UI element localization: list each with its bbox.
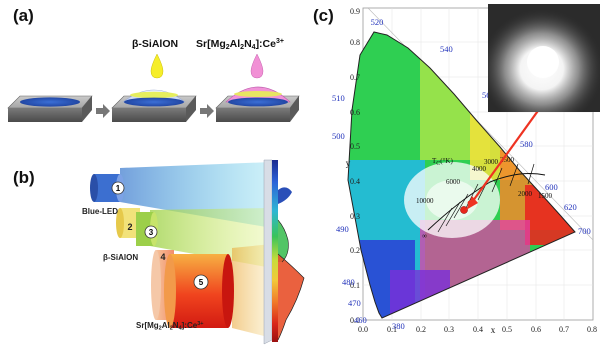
substrate-2 <box>111 89 197 122</box>
sialon-cylinder-2 <box>120 208 140 238</box>
svg-text:0.3: 0.3 <box>350 212 360 221</box>
yellow-drop <box>150 53 164 79</box>
svg-text:5: 5 <box>199 278 204 287</box>
svg-text:2000: 2000 <box>518 190 533 198</box>
svg-text:0.0: 0.0 <box>350 316 360 325</box>
svg-text:510: 510 <box>332 93 345 103</box>
svg-text:∞: ∞ <box>422 232 427 240</box>
substrate-3 <box>215 86 300 122</box>
svg-text:0.3: 0.3 <box>444 325 454 334</box>
blue-emission-peak <box>278 187 292 204</box>
svg-text:500: 500 <box>332 131 345 141</box>
substrate-1 <box>7 95 93 122</box>
svg-text:620: 620 <box>564 202 577 212</box>
cct-labels: 10000 6000 4000 3000 2500 2000 1500 ∞ <box>416 156 553 240</box>
svg-text:700: 700 <box>578 226 591 236</box>
blue-led-chip <box>20 97 80 107</box>
svg-text:0.5: 0.5 <box>350 142 360 151</box>
number-marker-5: 5 <box>193 274 209 290</box>
svg-text:0.4: 0.4 <box>350 177 360 186</box>
panel-a-process <box>7 53 300 122</box>
svg-text:0.2: 0.2 <box>416 325 426 334</box>
spectral-locus-outline <box>347 31 576 319</box>
svg-text:0.9: 0.9 <box>350 7 360 16</box>
svg-text:0.1: 0.1 <box>387 325 397 334</box>
svg-text:1500: 1500 <box>538 192 553 200</box>
svg-text:1: 1 <box>116 184 121 193</box>
sialon-label: β-SiAlON <box>103 253 139 262</box>
phosphor-drop-label: Sr[Mg2Al2N4]:Ce3+ <box>196 38 284 51</box>
svg-text:10000: 10000 <box>416 197 434 205</box>
y-tick-labels: 0.0 0.1 0.2 0.3 0.4 0.5 0.6 0.7 0.8 0.9 <box>350 7 360 325</box>
svg-text:6000: 6000 <box>446 178 461 186</box>
measured-color-point <box>460 206 468 214</box>
svg-text:580: 580 <box>520 139 533 149</box>
svg-text:380: 380 <box>392 321 405 331</box>
panel-a-label: (a) <box>13 6 34 25</box>
phosphor-label: Sr[Mg2Al2N4]:Ce3+ <box>136 321 204 332</box>
svg-text:0.7: 0.7 <box>559 325 569 334</box>
red-emission-band <box>278 254 304 340</box>
svg-text:3: 3 <box>149 228 154 237</box>
pink-drop <box>250 53 264 79</box>
y-axis-label: y <box>346 158 351 168</box>
x-tick-labels: 0.0 0.1 0.2 0.3 0.4 0.5 0.6 0.7 0.8 <box>358 325 597 334</box>
number-marker-1: 1 <box>111 181 125 195</box>
planckian-locus <box>427 173 546 231</box>
sialon-drop-label: β-SiAlON <box>132 38 179 50</box>
svg-text:2: 2 <box>127 222 132 232</box>
panel-c-label: (c) <box>313 6 334 25</box>
svg-text:0.6: 0.6 <box>531 325 541 334</box>
svg-text:600: 600 <box>545 182 558 192</box>
number-marker-2: 2 <box>127 222 132 232</box>
svg-text:2500: 2500 <box>500 156 515 164</box>
svg-text:0.4: 0.4 <box>473 325 483 334</box>
svg-text:0.2: 0.2 <box>350 246 360 255</box>
svg-text:460: 460 <box>354 315 367 325</box>
svg-text:0.8: 0.8 <box>350 38 360 47</box>
svg-text:0.1: 0.1 <box>350 281 360 290</box>
sialon-layer <box>130 91 178 99</box>
number-marker-3: 3 <box>144 225 158 239</box>
svg-text:520: 520 <box>371 17 384 27</box>
spectrum-color-bar <box>272 160 278 342</box>
green-emission-band <box>278 220 289 262</box>
blue-led-label: Blue-LED <box>82 207 118 216</box>
cie-chromaticity-diagram: 0.0 0.1 0.2 0.3 0.4 0.5 0.6 0.7 0.8 0.0 … <box>332 4 600 335</box>
planckian-title: TC(°K) <box>432 157 453 167</box>
process-arrow-1 <box>96 104 110 118</box>
svg-text:470: 470 <box>348 298 361 308</box>
panel-b-label: (b) <box>13 168 35 187</box>
phosphor-beam <box>232 244 272 338</box>
svg-text:490: 490 <box>336 224 349 234</box>
svg-text:0.0: 0.0 <box>358 325 368 334</box>
led-emission-photo <box>488 4 600 112</box>
process-arrow-2 <box>200 104 214 118</box>
svg-text:480: 480 <box>342 277 355 287</box>
svg-text:4: 4 <box>160 252 165 262</box>
svg-text:0.8: 0.8 <box>587 325 597 334</box>
spectrum-screen <box>263 159 273 345</box>
number-marker-4: 4 <box>160 252 165 262</box>
svg-text:0.7: 0.7 <box>350 73 360 82</box>
svg-text:4000: 4000 <box>472 165 487 173</box>
svg-text:0.6: 0.6 <box>350 108 360 117</box>
pointer-arrow <box>469 107 541 206</box>
svg-text:3000: 3000 <box>484 158 499 166</box>
phosphor-cylinder-5 <box>170 254 228 328</box>
svg-text:540: 540 <box>440 44 453 54</box>
x-axis-label: x <box>491 325 496 335</box>
panel-b-spectrum-diagram: 1 2 3 4 5 <box>90 159 305 345</box>
svg-text:0.5: 0.5 <box>502 325 512 334</box>
